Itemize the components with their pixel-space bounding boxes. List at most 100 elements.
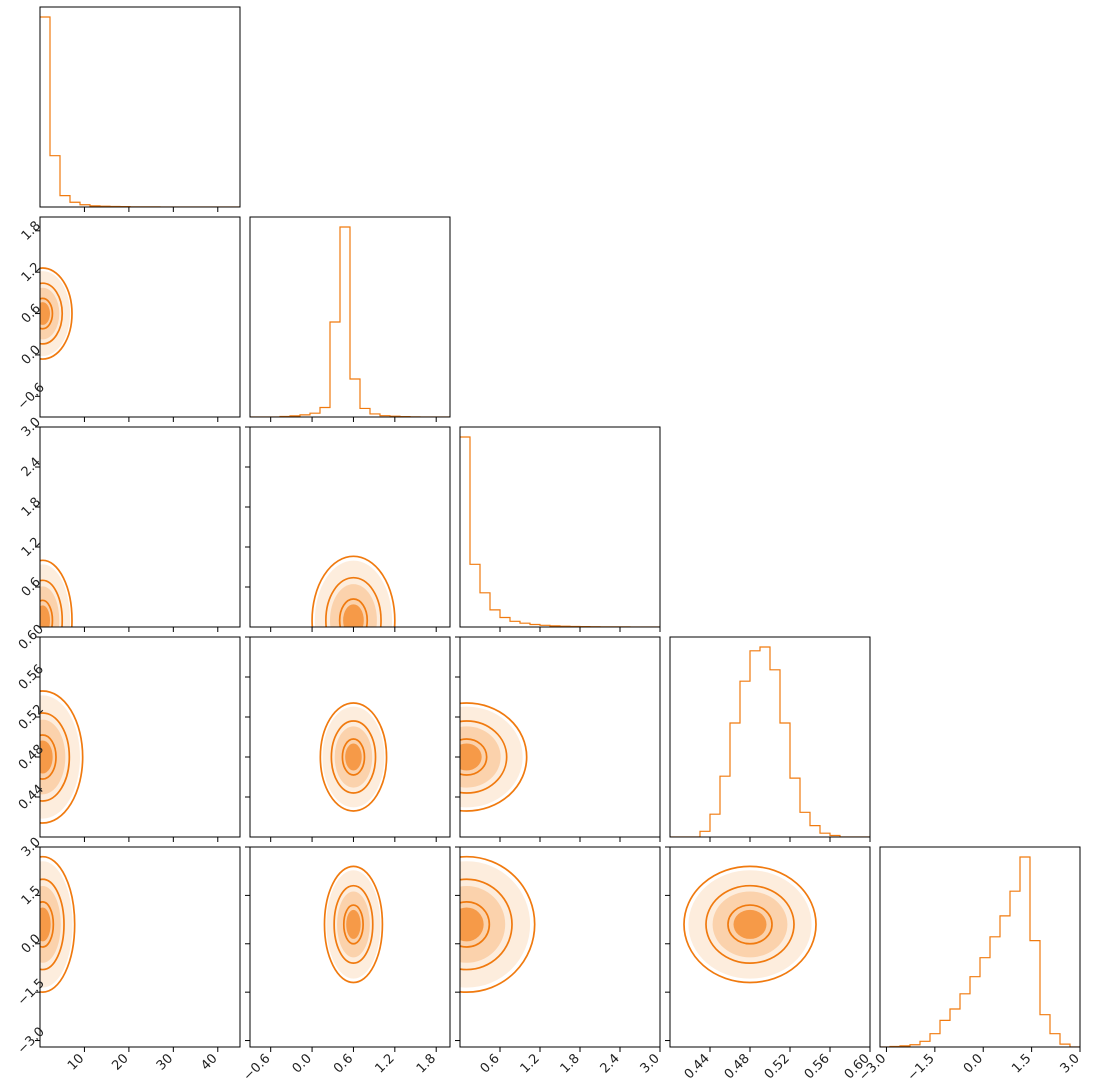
x-tick-label: 1.8 [558, 1051, 583, 1076]
x-tick-label: −1.5 [905, 1051, 938, 1084]
histogram-line [880, 856, 1080, 1047]
joint-panel-1-2: −0.60.00.61.21.8 [15, 216, 241, 422]
contour-level-1 [40, 734, 57, 780]
hist-panel-5: −3.0 −1.5 0.0 1.5 3.0 [856, 846, 1083, 1084]
panel-frame [39, 426, 241, 628]
density-core [40, 740, 53, 774]
panel-frame [39, 846, 241, 1048]
joint-panel-2-3 [245, 426, 451, 632]
joint-panel-4-5: 0.44 0.48 0.52 0.56 0.60 [665, 846, 873, 1082]
contour-level-2 [460, 720, 508, 794]
y-tick-label: −0.6 [15, 380, 48, 413]
contour-level-1 [341, 738, 366, 776]
density-core [460, 743, 482, 771]
contour-level-2 [40, 878, 65, 971]
density-core [345, 743, 362, 771]
joint-panel-1-5: 10 20 30 40−3.0−1.50.01.53.0 [15, 835, 241, 1074]
hist-panel-1 [39, 6, 241, 212]
x-tick-label: 1.8 [414, 1051, 439, 1076]
x-tick-label: 20 [109, 1051, 131, 1073]
joint-panel-2-5: −0.6 0.0 0.6 1.2 1.8 [241, 846, 451, 1084]
y-tick-label: 0.56 [16, 662, 47, 693]
panel-frame [879, 846, 1081, 1048]
contour-level-3 [311, 555, 396, 627]
panel-frame [459, 846, 661, 1048]
histogram-line [460, 436, 660, 627]
contour-level-3 [40, 267, 73, 360]
x-tick-label: 30 [154, 1051, 176, 1073]
panel-frame [459, 426, 661, 628]
panel-frame [249, 846, 451, 1048]
density-core [40, 605, 50, 627]
panel-frame [669, 636, 871, 838]
contour-level-3 [460, 702, 528, 812]
y-tick-label: −3.0 [15, 1024, 48, 1057]
contour-level-3 [40, 690, 84, 824]
contour-level-3 [460, 855, 536, 993]
panel-frame [249, 216, 451, 418]
density-core [346, 909, 361, 939]
contour-level-1 [460, 900, 491, 948]
contour-level-1 [342, 904, 364, 945]
histogram-line [670, 646, 870, 837]
x-tick-label: 1.5 [1009, 1051, 1034, 1076]
hist-panel-2 [249, 216, 451, 422]
panel-frame [39, 636, 241, 838]
x-tick-label: 3.0 [638, 1051, 663, 1076]
contour-level-1 [338, 598, 369, 627]
x-tick-label: 0.48 [722, 1051, 753, 1082]
contour-level-3 [40, 855, 76, 993]
x-tick-label: 0.0 [290, 1051, 315, 1076]
density-core [733, 909, 767, 939]
contour-level-1 [40, 900, 55, 948]
hist-panel-4 [669, 636, 871, 842]
contour-level-2 [325, 576, 382, 627]
contour-level-3 [319, 702, 388, 812]
x-tick-label: 1.2 [518, 1051, 543, 1076]
density-core [343, 604, 364, 627]
contour-level-3 [683, 865, 817, 984]
panel-frame [39, 216, 241, 418]
contour-level-3 [323, 865, 384, 984]
contour-level-1 [40, 297, 54, 330]
density-core [460, 907, 484, 942]
x-tick-label: 10 [65, 1051, 87, 1073]
x-tick-label: −0.6 [241, 1051, 274, 1084]
joint-panel-1-3: 0.61.21.82.43.0 [19, 415, 241, 632]
contour-level-1 [40, 599, 54, 627]
contour-level-2 [705, 884, 795, 964]
contour-level-2 [333, 884, 374, 964]
x-tick-label: 2.4 [598, 1051, 623, 1076]
x-tick-label: 40 [198, 1051, 220, 1073]
joint-panel-3-5: 0.6 1.2 1.8 2.4 3.0 [455, 846, 663, 1076]
histogram-line [40, 16, 240, 207]
panel-frame [249, 426, 451, 628]
contour-level-2 [330, 720, 377, 794]
contour-level-2 [40, 712, 71, 802]
x-tick-label: 3.0 [1058, 1051, 1083, 1076]
panel-frame [249, 636, 451, 838]
x-tick-label: 0.52 [762, 1051, 793, 1082]
x-tick-label: 0.0 [961, 1051, 986, 1076]
contour-level-2 [460, 878, 513, 971]
panel-frame [39, 6, 241, 208]
joint-panel-2-4 [245, 636, 451, 842]
joint-panel-1-4: 0.440.480.520.560.60 [16, 622, 241, 842]
contour-level-2 [40, 579, 64, 627]
hist-panel-3 [459, 426, 661, 632]
joint-panel-3-4 [455, 636, 661, 842]
x-tick-label: 1.2 [372, 1051, 397, 1076]
contour-level-1 [460, 738, 488, 776]
contour-level-1 [727, 904, 773, 945]
x-tick-label: 0.56 [802, 1051, 833, 1082]
x-tick-label: 0.6 [478, 1051, 503, 1076]
x-tick-label: 0.44 [682, 1051, 713, 1082]
contour-level-3 [40, 559, 73, 627]
density-core [40, 302, 50, 325]
panel-frame [669, 846, 871, 1048]
contour-level-2 [40, 282, 64, 345]
panel-frame [459, 636, 661, 838]
density-core [40, 907, 51, 942]
x-tick-label: 0.6 [331, 1051, 356, 1076]
